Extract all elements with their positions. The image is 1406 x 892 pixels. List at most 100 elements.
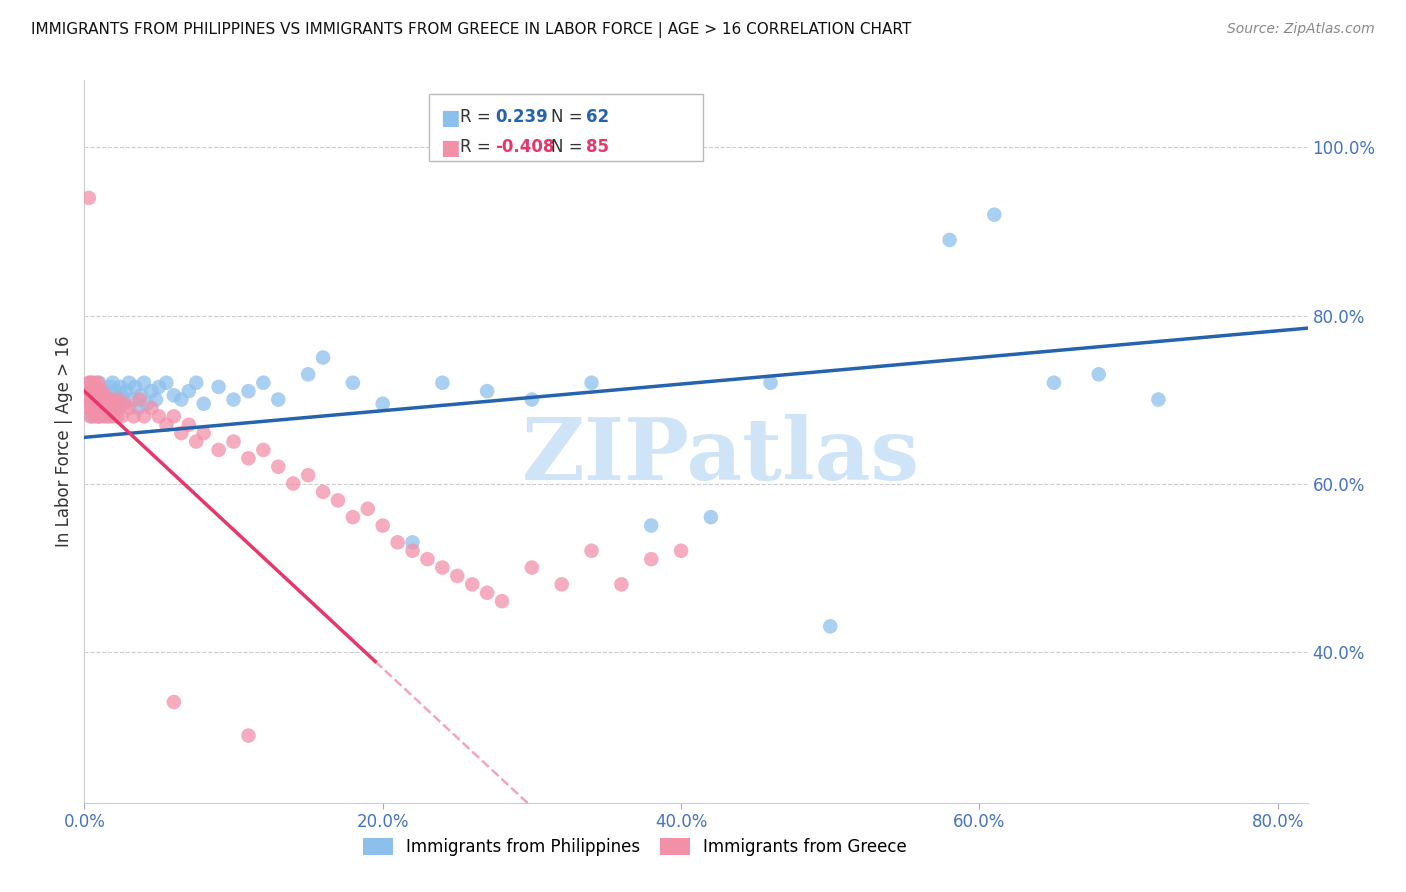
Point (163, 388, 186, 402)
Point (87, 384, 110, 398)
Point (983, 208, 1005, 222)
Point (118, 376, 141, 390)
Point (1147, 392, 1170, 407)
Text: 85: 85 (586, 138, 609, 156)
Point (475, 384, 498, 398)
Point (101, 376, 124, 390)
Point (91, 384, 114, 398)
Point (401, 543, 423, 558)
Point (127, 401, 149, 415)
Point (297, 468, 319, 483)
Text: ■: ■ (440, 138, 460, 158)
Point (115, 384, 138, 398)
Point (520, 392, 543, 407)
Point (80, 409, 103, 424)
Point (105, 392, 128, 407)
Point (89, 409, 111, 424)
Point (107, 401, 129, 415)
Point (207, 442, 229, 457)
Point (222, 434, 245, 449)
Point (818, 619, 841, 633)
Point (128, 392, 150, 407)
Point (141, 384, 163, 398)
Point (83, 392, 105, 407)
Text: 0.239: 0.239 (495, 108, 548, 126)
Point (76, 392, 98, 407)
Point (170, 392, 193, 407)
Point (267, 459, 290, 474)
Point (177, 417, 200, 432)
Point (77, 191, 100, 205)
Text: N =: N = (551, 138, 588, 156)
Point (97, 401, 120, 415)
Point (132, 409, 155, 424)
Point (90, 392, 112, 407)
Point (80, 376, 103, 390)
Text: ZIPatlas: ZIPatlas (522, 414, 920, 498)
Point (136, 397, 159, 411)
Point (89, 401, 111, 415)
Point (581, 376, 603, 390)
Point (98, 409, 121, 424)
Point (82, 384, 104, 398)
Point (326, 493, 349, 508)
Point (207, 380, 229, 394)
Point (186, 434, 208, 449)
Point (96, 392, 118, 407)
Point (79, 392, 101, 407)
Point (640, 552, 662, 566)
Point (111, 388, 134, 402)
Point (141, 401, 163, 415)
Point (124, 380, 146, 394)
Point (103, 397, 125, 411)
Point (1087, 368, 1109, 382)
Point (93, 384, 115, 398)
Text: R =: R = (460, 138, 496, 156)
Point (252, 442, 274, 457)
Point (312, 351, 335, 365)
Point (91, 397, 114, 411)
Point (475, 586, 498, 600)
Point (342, 376, 364, 390)
Point (89, 392, 111, 407)
Point (163, 409, 186, 424)
Point (80, 401, 103, 415)
Point (238, 384, 260, 398)
Point (96, 409, 118, 424)
Point (357, 501, 380, 516)
Point (103, 397, 125, 411)
Point (94, 388, 117, 402)
Point (416, 552, 439, 566)
Point (446, 569, 468, 583)
Point (610, 577, 633, 591)
Point (222, 392, 245, 407)
Point (193, 397, 215, 411)
Legend: Immigrants from Philippines, Immigrants from Greece: Immigrants from Philippines, Immigrants … (356, 831, 914, 863)
Point (387, 535, 409, 549)
Y-axis label: In Labor Force | Age > 16: In Labor Force | Age > 16 (55, 335, 73, 548)
Point (100, 401, 122, 415)
Point (89, 384, 111, 398)
Point (297, 368, 319, 382)
Point (84, 397, 107, 411)
Point (104, 401, 127, 415)
Point (79, 409, 101, 424)
Point (89, 376, 111, 390)
Point (283, 476, 305, 491)
Point (669, 543, 692, 558)
Point (87, 409, 110, 424)
Text: ■: ■ (440, 108, 460, 128)
Point (90, 397, 112, 411)
Point (759, 376, 782, 390)
Point (101, 409, 124, 424)
Point (90, 392, 112, 407)
Point (118, 401, 141, 415)
Point (155, 417, 177, 432)
Point (432, 376, 454, 390)
Point (193, 426, 215, 441)
Point (93, 392, 115, 407)
Point (581, 543, 603, 558)
Point (148, 409, 170, 424)
Point (114, 397, 136, 411)
Point (491, 594, 513, 608)
